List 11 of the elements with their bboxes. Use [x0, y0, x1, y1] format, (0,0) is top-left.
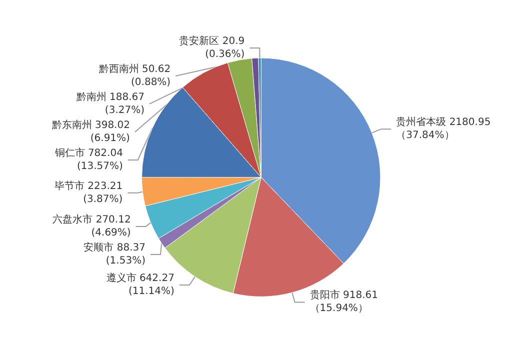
slice-label: 黔西南州 50.62 (0.88%)	[98, 62, 171, 88]
slice-label: 黔东南州 398.02 (6.91%)	[50, 118, 130, 144]
slice-label: 安顺市 88.37 (1.53%)	[84, 241, 146, 266]
slice-label: 铜仁市 782.04 (13.57%)	[54, 146, 124, 172]
slice-label: 黔南州 188.67 (3.27%)	[75, 90, 145, 116]
slice-label: 贵阳市 918.61 （15.94%）	[310, 289, 378, 314]
slice-label: 贵安新区 20.9 (0.36%)	[179, 34, 245, 60]
slice-label: 遵义市 642.27 (11.14%)	[106, 272, 175, 297]
slice-label: 贵州省本级 2180.95 （37.84%）	[396, 116, 491, 142]
slice-label: 六盘水市 270.12 (4.69%)	[52, 213, 131, 238]
slice-label: 毕节市 223.21 (3.87%)	[54, 180, 123, 205]
